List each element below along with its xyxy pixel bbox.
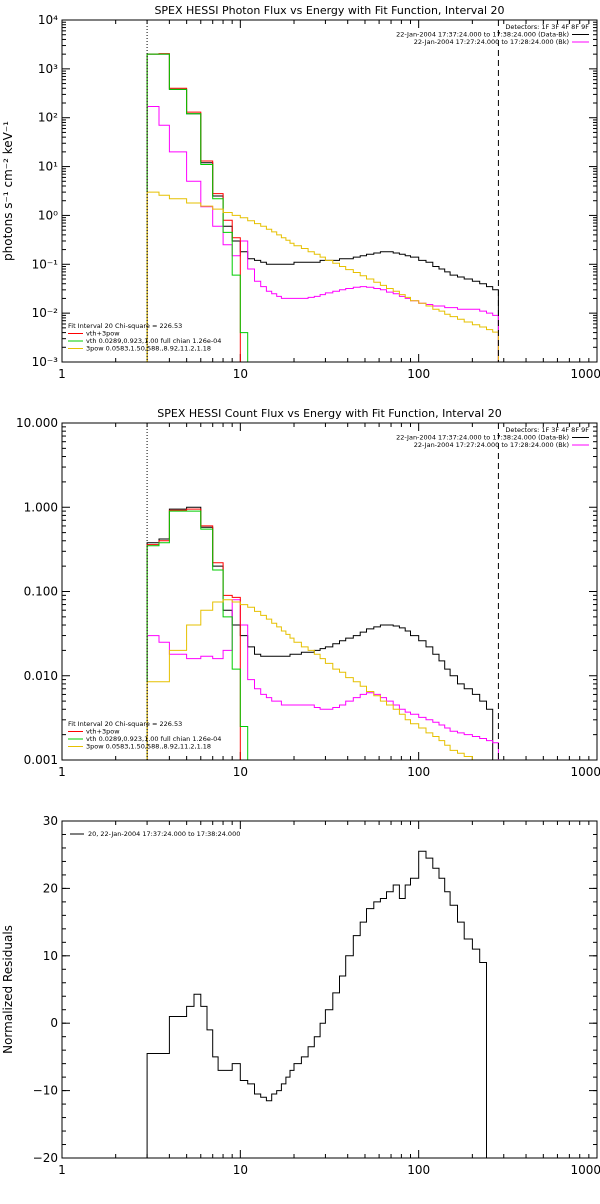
y-tick-label: 10⁻³ <box>32 355 59 369</box>
y-tick-label: 10⁻² <box>32 306 59 320</box>
y-tick-label: 10¹ <box>38 160 58 174</box>
y-tick-label: 0.001 <box>24 753 58 767</box>
series-layer <box>146 53 499 362</box>
y-tick-label: 10 <box>43 949 58 963</box>
x-tick-label: 1 <box>58 765 66 779</box>
y-tick-label: 0.100 <box>24 585 58 599</box>
legend-entry: 22-Jan-2004 17:27:24.000 to 17:28:24.000… <box>414 38 569 46</box>
series-line <box>146 599 499 760</box>
y-axis-label: photons s⁻¹ cm⁻² keV⁻¹ <box>1 121 15 261</box>
y-tick-label: 10⁻¹ <box>32 257 59 271</box>
legend-bottom-left: Fit Interval 20 Chi-square = 226.53vth+3… <box>68 720 221 751</box>
legend-entry: Detectors: 1F 3F 4F 8F 9F <box>505 23 589 31</box>
y-axis-label: Normalized Residuals <box>1 925 15 1054</box>
legend-entry: 20, 22-Jan-2004 17:37:24.000 to 17:38:24… <box>88 830 240 838</box>
y-tick-label: −10 <box>33 1084 58 1098</box>
legend-entry: 22-Jan-2004 17:27:24.000 to 17:28:24.000… <box>414 441 569 449</box>
y-tick-label: 10² <box>38 111 58 125</box>
y-tick-label: 10⁰ <box>38 208 58 222</box>
legend-entry: vth 0.0289,0.923,1.00 full chian 1.26e-0… <box>86 337 221 345</box>
plot-frame <box>61 19 598 363</box>
plot-frame <box>61 422 598 761</box>
series-line <box>146 506 499 760</box>
panel-3: Normalized Residuals 1 10 100 1000 −20 −10 0 10 2… <box>1 814 600 1177</box>
y-tick-label: 0.010 <box>24 669 58 683</box>
legend-entry: vth 0.0289,0.923,1.00 full chian 1.26e-0… <box>86 735 221 743</box>
x-tick-label: 1000 <box>570 765 600 779</box>
series-line <box>146 191 499 362</box>
series-layer <box>146 506 499 760</box>
y-tick-label: 20 <box>43 881 58 895</box>
x-tick-label: 10 <box>233 765 248 779</box>
series-line <box>146 53 499 362</box>
legend-entry: 3pow 0.0583,1.50,588.,8.92,11.2,1.18 <box>86 743 211 751</box>
legend-top-left: 20, 22-Jan-2004 17:37:24.000 to 17:38:24… <box>70 830 240 838</box>
y-tick-label: 10⁴ <box>38 13 58 27</box>
legend-entry: Detectors: 1F 3F 4F 8F 9F <box>505 426 589 434</box>
x-tick-label: 1 <box>58 1163 66 1177</box>
x-tick-label: 100 <box>407 1163 430 1177</box>
y-tick-label: 10.000 <box>16 416 58 430</box>
x-tick-label: 1000 <box>570 1163 600 1177</box>
y-tick-label: 10³ <box>38 62 58 76</box>
legend-entry: vth+3pow <box>86 728 120 736</box>
series-line <box>146 106 499 362</box>
x-tick-label: 100 <box>407 765 430 779</box>
legend-entry: 3pow 0.0583,1.50,588.,8.92,11.2,1.18 <box>86 345 211 353</box>
chart-title: SPEX HESSI Photon Flux vs Energy with Fi… <box>154 4 504 17</box>
y-tick-label: 1.000 <box>24 500 58 514</box>
plot-frame <box>61 820 598 1159</box>
series-line <box>146 510 255 760</box>
series-line <box>146 599 499 760</box>
series-line <box>146 53 255 362</box>
y-tick-label: 30 <box>43 814 58 828</box>
legend-entry: vth+3pow <box>86 330 120 338</box>
x-tick-label: 1000 <box>570 367 600 381</box>
legend-entry: Fit Interval 20 Chi-square = 226.53 <box>68 720 182 728</box>
panel-1: SPEX HESSI Photon Flux vs Energy with Fi… <box>1 4 600 381</box>
y-tick-label: 0 <box>50 1016 58 1030</box>
x-tick-label: 1 <box>58 367 66 381</box>
legend-entry: Fit Interval 20 Chi-square = 226.53 <box>68 322 182 330</box>
x-tick-label: 10 <box>233 1163 248 1177</box>
chart-title: SPEX HESSI Count Flux vs Energy with Fit… <box>157 407 501 420</box>
legend-entry: 22-Jan-2004 17:37:24.000 to 17:38:24.000… <box>396 434 569 442</box>
x-tick-label: 10 <box>233 367 248 381</box>
y-tick-label: −20 <box>33 1151 58 1165</box>
legend-bottom-left: Fit Interval 20 Chi-square = 226.53vth+3… <box>68 322 221 353</box>
panel-2: SPEX HESSI Count Flux vs Energy with Fit… <box>16 407 600 779</box>
legend-entry: 22-Jan-2004 17:37:24.000 to 17:38:24.000… <box>396 31 569 39</box>
series-layer <box>146 850 487 1158</box>
series-line <box>146 850 487 1158</box>
x-tick-label: 100 <box>407 367 430 381</box>
